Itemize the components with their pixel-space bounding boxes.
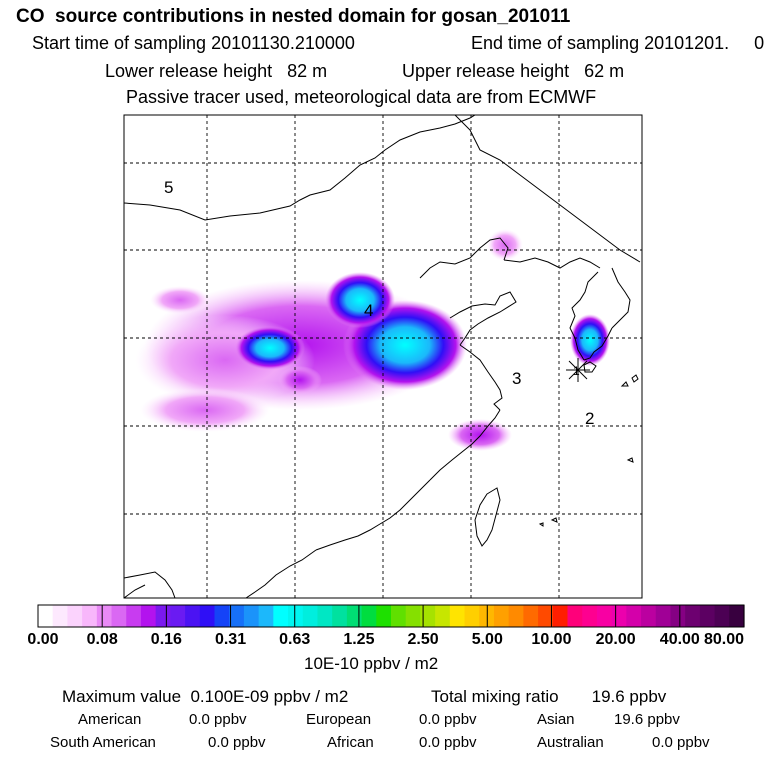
map-title: CO source contributions in nested domain… (16, 6, 571, 27)
american-label: American (78, 711, 142, 728)
colorbar-swatch (288, 605, 304, 627)
european-label: European (306, 711, 372, 728)
start-time-text: Start time of sampling 20101130.210000 (32, 33, 355, 53)
colorbar-swatch (185, 605, 201, 627)
colorbar-swatch (538, 605, 554, 627)
colorbar-swatch (655, 605, 672, 627)
concentration-plume (135, 229, 610, 451)
colorbar-swatch (405, 605, 422, 627)
colorbar-swatch (493, 605, 510, 627)
colorbar-swatch (273, 605, 289, 627)
maximum-value-text: Maximum value 0.100E-09 ppbv / m2 (62, 687, 349, 706)
colorbar-tick-label: 2.50 (407, 631, 439, 648)
colorbar-swatch (317, 605, 333, 627)
region-label-2: 2 (585, 409, 594, 428)
colorbar-swatch (729, 605, 745, 627)
colorbar-swatch (199, 605, 216, 627)
tracer-note-text: Passive tracer used, meteorological data… (126, 87, 597, 107)
colorbar-swatch (111, 605, 127, 627)
colorbar-swatch (229, 605, 245, 627)
colorbar-swatch (523, 605, 539, 627)
colorbar-swatch (420, 605, 436, 627)
african-value: 0.0 ppbv (419, 734, 477, 751)
region-label-3: 3 (512, 369, 521, 388)
colorbar-swatch (670, 605, 686, 627)
colorbar-swatch (346, 605, 363, 627)
colorbar (37, 604, 745, 628)
colorbar-swatch (96, 605, 113, 627)
colorbar-swatch (641, 605, 657, 627)
colorbar-swatch (449, 605, 466, 627)
map-frame (123, 114, 643, 599)
colorbar-swatch (38, 605, 54, 627)
colorbar-tick-label: 40.00 (659, 631, 700, 648)
colorbar-swatch (170, 605, 186, 627)
colorbar-swatch (582, 605, 598, 627)
australian-value: 0.0 ppbv (652, 734, 710, 751)
colorbar-swatch (126, 605, 142, 627)
african-label: African (327, 734, 374, 751)
colorbar-swatch (391, 605, 407, 627)
lat-lon-grid (124, 115, 642, 598)
colorbar-tick-label: 80.00 (703, 631, 745, 648)
colorbar-swatch (611, 605, 627, 627)
colorbar-swatch (332, 605, 348, 627)
colorbar-swatch (552, 605, 569, 627)
australian-label: Australian (537, 734, 604, 751)
colorbar-tick-label: 10.00 (531, 631, 572, 648)
colorbar-unit: 10E-10 ppbv / m2 (304, 654, 439, 673)
south-american-value: 0.0 ppbv (208, 734, 266, 751)
region-label-1: 1 (573, 364, 580, 378)
region-label-5: 5 (164, 178, 173, 197)
colorbar-swatch (464, 605, 480, 627)
colorbar-swatch (361, 605, 377, 627)
colorbar-swatch (699, 605, 716, 627)
colorbar-swatch (243, 605, 260, 627)
colorbar-tick-label: 0.00 (27, 631, 59, 648)
coastlines (124, 115, 641, 598)
colorbar-swatch (508, 605, 524, 627)
region-label-4: 4 (364, 301, 373, 320)
map-panel: 5 4 3 2 1 (123, 114, 643, 599)
colorbar-swatch (214, 605, 230, 627)
lower-release-height-text: Lower release height 82 m (105, 61, 328, 81)
colorbar-swatch (155, 605, 171, 627)
colorbar-tick-label: 20.00 (595, 631, 636, 648)
colorbar-tick-label: 0.08 (86, 631, 118, 648)
colorbar-swatch (685, 605, 701, 627)
end-time-text: End time of sampling 20101201. 0 (471, 33, 765, 53)
colorbar-swatch (435, 605, 451, 627)
colorbar-swatch (376, 605, 392, 627)
receptor-marker-icon (566, 358, 590, 382)
colorbar-tick-label: 0.31 (214, 631, 247, 648)
colorbar-tick-label: 0.63 (279, 631, 311, 648)
colorbar-tick-label: 0.16 (150, 631, 182, 648)
asian-value: 19.6 ppbv (614, 711, 680, 728)
american-value: 0.0 ppbv (189, 711, 247, 728)
colorbar-swatch (596, 605, 613, 627)
european-value: 0.0 ppbv (419, 711, 477, 728)
south-american-label: South American (50, 734, 156, 751)
colorbar-swatch (67, 605, 83, 627)
asian-label: Asian (537, 711, 575, 728)
colorbar-swatch (302, 605, 319, 627)
colorbar-swatch (258, 605, 274, 627)
colorbar-swatch (82, 605, 98, 627)
colorbar-tick-label: 5.00 (471, 631, 503, 648)
colorbar-swatch (140, 605, 157, 627)
upper-release-height-text: Upper release height 62 m (402, 61, 625, 81)
colorbar-swatch (714, 605, 730, 627)
total-mixing-ratio-text: Total mixing ratio 19.6 ppbv (431, 687, 667, 706)
colorbar-tick-label: 1.25 (343, 631, 375, 648)
colorbar-swatch (567, 605, 583, 627)
colorbar-swatch (626, 605, 642, 627)
colorbar-swatch (52, 605, 69, 627)
